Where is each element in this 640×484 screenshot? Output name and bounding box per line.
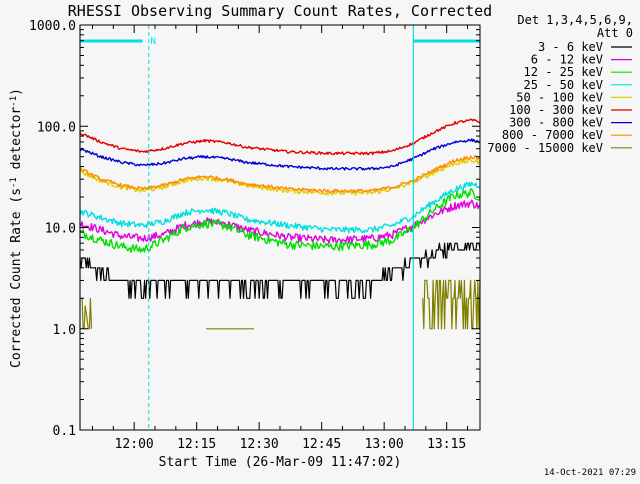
legend-label-1: 6 - 12 keV	[531, 53, 603, 67]
y-axis-title: Corrected Count Rate (s-1 detector-1)	[9, 88, 24, 368]
legend-label-7: 800 - 7000 keV	[502, 128, 603, 142]
plot-area	[80, 25, 480, 430]
axis-layer: 1000.0 100.0 10.0 1.0 0.1 12:00 12:15 12:30 12:4…	[29, 19, 481, 452]
night-marker-label: N	[151, 37, 156, 47]
legend-header-line1: Det 1,3,4,5,6,9,	[517, 13, 633, 27]
y-tick-label-2: 10.0	[45, 222, 76, 237]
y-tick-label-4: 0.1	[53, 424, 76, 439]
y-tick-label-1: 100.0	[37, 120, 76, 135]
chart-title: RHESSI Observing Summary Count Rates, Co…	[68, 2, 492, 20]
plot-frame	[80, 25, 480, 430]
legend-label-8: 7000 - 15000 keV	[487, 141, 603, 155]
y-axis-title-sup1: -1	[9, 177, 19, 188]
timestamp: 14-Oct-2021 07:29	[544, 468, 636, 478]
legend-label-4: 50 - 100 keV	[516, 90, 603, 104]
legend-label-5: 100 - 300 keV	[509, 103, 603, 117]
legend-label-0: 3 - 6 keV	[538, 40, 603, 54]
y-axis-title-mid: detector	[9, 107, 24, 178]
x-tick-label-5: 13:15	[427, 437, 466, 452]
x-axis-title: Start Time (26-Mar-09 11:47:02)	[159, 455, 402, 470]
x-tick-label-0: 12:00	[115, 437, 154, 452]
y-axis-title-pre: Corrected Count Rate (s	[9, 188, 24, 368]
legend-label-3: 25 - 50 keV	[524, 78, 603, 92]
legend-label-2: 12 - 25 keV	[524, 65, 603, 79]
legend-header-line2: Att 0	[597, 26, 633, 40]
y-tick-label-3: 1.0	[53, 323, 76, 338]
legend-label-6: 300 - 800 keV	[509, 116, 603, 130]
x-tick-label-3: 12:45	[302, 437, 341, 452]
y-axis-title-sup2: -1	[9, 96, 19, 107]
y-axis-title-post: )	[9, 88, 24, 96]
y-tick-label-0: 1000.0	[29, 19, 76, 34]
x-tick-label-1: 12:15	[177, 437, 216, 452]
x-tick-label-4: 13:00	[365, 437, 404, 452]
x-tick-label-2: 12:30	[240, 437, 279, 452]
